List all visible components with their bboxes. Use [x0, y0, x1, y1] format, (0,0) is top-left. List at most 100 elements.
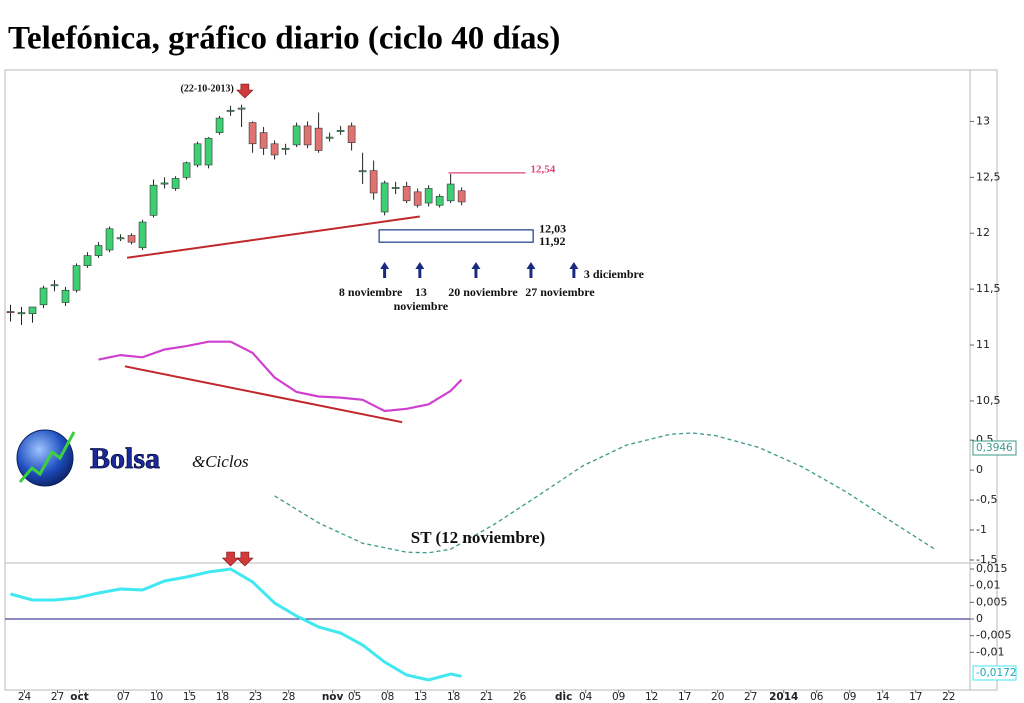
x-tick-label: oct [70, 691, 88, 703]
candle-body [17, 312, 26, 315]
candle-body [369, 170, 378, 194]
date-arrow [380, 262, 390, 278]
x-tick-label: 17 [909, 691, 922, 703]
x-tick-label: 13 [414, 691, 427, 703]
event-arrow [221, 551, 240, 567]
candle-body [39, 287, 48, 306]
panel-annotation: ST (12 noviembre) [411, 528, 545, 547]
candle-body [281, 147, 290, 150]
event-arrow [236, 551, 254, 567]
candle-body [402, 185, 411, 202]
value-box-label: -0,0172 [976, 667, 1017, 679]
date-arrow-label: 13 [415, 285, 427, 299]
logo-name: Bolsa [90, 442, 160, 475]
logo-globe [16, 429, 74, 487]
candle-body [171, 178, 180, 189]
logo-suffix: &Ciclos [192, 452, 249, 471]
x-tick-label: 06 [810, 691, 824, 703]
x-tick-label: 28 [282, 691, 295, 703]
candle-body [347, 125, 356, 143]
date-arrow-label: noviembre [394, 299, 449, 313]
candle-body [149, 184, 158, 216]
candle-body [435, 196, 444, 206]
y-tick-label: 0,01 [976, 579, 1001, 592]
x-tick-label: 09 [843, 691, 856, 703]
candle-body [457, 190, 466, 203]
chart-title: Telefónica, gráfico diario (ciclo 40 día… [8, 21, 560, 57]
x-tick-label: 14 [876, 691, 890, 703]
x-tick-label: 22 [942, 691, 955, 703]
y-tick-label: 12,5 [976, 170, 1001, 183]
x-tick-label: 27 [51, 691, 64, 703]
y-tick-label: -1,5 [976, 553, 997, 566]
candle-body [314, 127, 323, 151]
candle-body [336, 130, 345, 132]
candle-body [226, 109, 235, 112]
x-tick-label: 15 [183, 691, 196, 703]
candle-body [446, 183, 455, 202]
frame [4, 69, 998, 691]
event-label: (22-10-2013) [181, 83, 234, 94]
candle-body [303, 125, 312, 146]
level-label: 12,54 [530, 163, 555, 175]
candle-body [28, 306, 37, 315]
indicator-line [274, 432, 936, 554]
y-tick-label: 10,5 [976, 394, 1001, 407]
y-tick-label: 11,5 [976, 282, 1001, 295]
y-tick-label: 0 [976, 463, 983, 476]
oscillator-line [98, 340, 463, 413]
candle-body [182, 162, 191, 178]
candle-body [6, 311, 15, 313]
candle-body [116, 237, 125, 240]
candle-body [259, 132, 268, 149]
x-tick-label: 18 [216, 691, 229, 703]
y-tick-label: -0,005 [976, 629, 1011, 642]
trend-line [126, 215, 420, 259]
x-tick-label: 20 [711, 691, 724, 703]
x-tick-label: 17 [678, 691, 691, 703]
x-tick-label: 27 [744, 691, 757, 703]
candle-body [380, 182, 389, 213]
x-tick-label: dic [555, 691, 572, 703]
zone-box [378, 229, 534, 243]
value-box-label: 0,3946 [976, 442, 1013, 454]
y-tick-label: 11 [976, 338, 990, 351]
x-tick-label: 24 [18, 691, 32, 703]
date-arrow-label: 3 diciembre [584, 267, 645, 281]
x-tick-label: 21 [480, 691, 493, 703]
candle-body [325, 136, 334, 139]
candle-body [61, 289, 70, 303]
candle-body [105, 228, 114, 251]
candle-body [413, 191, 422, 206]
y-tick-label: -0,01 [976, 645, 1004, 658]
x-tick-label: 05 [348, 691, 361, 703]
candle-body [248, 122, 257, 145]
zone-low-label: 11,92 [539, 234, 565, 248]
candle-body [391, 187, 400, 189]
x-tick-label: 2014 [769, 691, 798, 703]
y-tick-label: -0,5 [976, 493, 997, 506]
candle-body [72, 265, 81, 291]
candle-body [424, 188, 433, 204]
candle-body [215, 117, 224, 133]
date-arrow [569, 262, 579, 278]
candle-body [160, 182, 169, 185]
y-tick-label: 12 [976, 226, 990, 239]
candle-body [204, 137, 213, 166]
candle-body [94, 245, 103, 256]
y-tick-label: 0 [976, 612, 983, 625]
y-tick-label: 13 [976, 114, 990, 127]
y-tick-label: 0,015 [976, 562, 1008, 575]
x-tick-label: 23 [249, 691, 262, 703]
date-arrow-label: 27 noviembre [525, 285, 595, 299]
logo-line [18, 431, 76, 483]
x-tick-label: nov [322, 691, 344, 703]
date-arrow-label: 8 noviembre [339, 285, 403, 299]
candle-body [237, 107, 246, 110]
date-arrow [415, 262, 425, 278]
x-tick-label: 08 [381, 691, 394, 703]
value-box [972, 440, 1017, 456]
x-tick-label: 12 [645, 691, 658, 703]
candle-body [358, 170, 367, 173]
